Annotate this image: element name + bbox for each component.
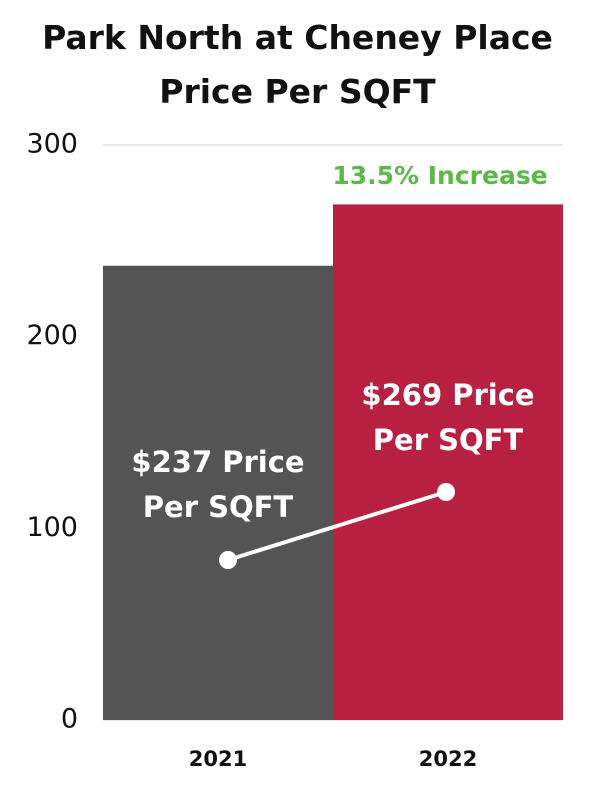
bar	[333, 204, 563, 720]
y-tick-label: 200	[26, 320, 78, 351]
x-tick-label: 2021	[189, 747, 247, 771]
y-tick-label: 100	[26, 512, 78, 543]
chart-subtitle: Price Per SQFT	[159, 72, 436, 111]
bar	[103, 265, 333, 720]
y-tick-label: 0	[61, 704, 78, 735]
connector-line	[227, 490, 447, 562]
x-tick-label: 2022	[419, 747, 477, 771]
value-label: $269 Price Per SQFT	[361, 378, 535, 457]
y-tick-label: 300	[26, 129, 78, 160]
connector-dot	[437, 483, 455, 501]
connector-dot	[219, 551, 237, 569]
chart-title: Park North at Cheney Place	[42, 18, 553, 57]
annotation: 13.5% Increase	[332, 161, 547, 190]
value-label: $237 Price Per SQFT	[131, 445, 305, 524]
